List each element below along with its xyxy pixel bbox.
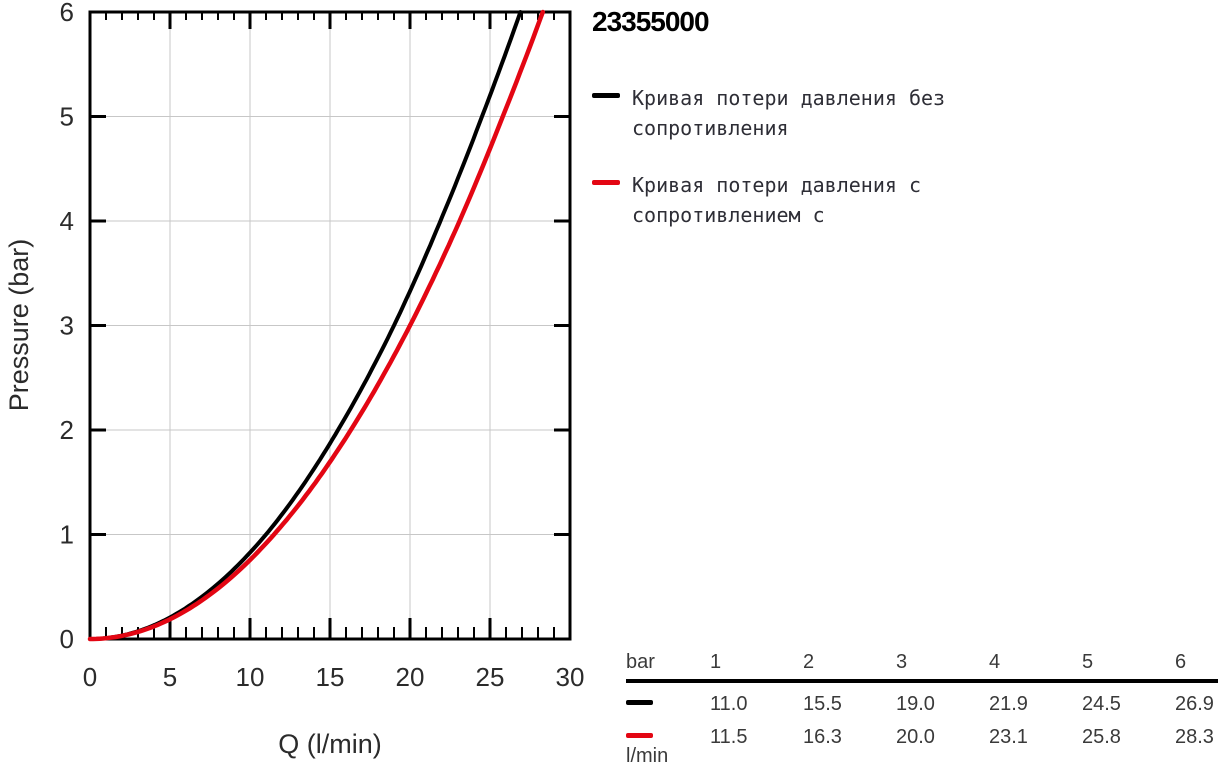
table-cell: 11.0: [710, 693, 748, 715]
y-tick-label: 6: [60, 0, 74, 27]
table-header-bar: bar: [626, 651, 655, 673]
row-swatch-cell: [626, 693, 710, 705]
x-tick-label: 25: [476, 662, 505, 692]
legend-line1: Кривая потери давления с: [632, 173, 921, 197]
legend-label: Кривая потери давления без сопротивления: [632, 83, 945, 143]
red-line-swatch: [592, 180, 620, 185]
y-tick-label: 1: [60, 520, 74, 550]
y-axis-title: Pressure (bar): [4, 239, 34, 412]
y-tick-label: 5: [60, 102, 74, 132]
table-header-cell: 2: [803, 651, 815, 673]
black-line-swatch: [592, 93, 620, 98]
table-header-cell: 3: [896, 651, 908, 673]
black-line-swatch: [626, 700, 653, 705]
table-cell: 28.3: [1175, 726, 1214, 748]
legend-line2: сопротивления: [632, 116, 789, 140]
x-tick-label: 30: [556, 662, 585, 692]
table-header-cell: 5: [1082, 651, 1094, 673]
table-row-black: 11.0 15.5 19.0 21.9 24.5 26.9: [626, 693, 1218, 716]
table-cell: 11.5: [710, 726, 748, 748]
x-tick-label: 10: [236, 662, 265, 692]
table-cell: 23.1: [989, 726, 1028, 748]
table-cell: 25.8: [1082, 726, 1121, 748]
chart-legend: Кривая потери давления без сопротивления …: [592, 83, 1062, 257]
legend-label: Кривая потери давления с сопротивлением с: [632, 170, 921, 230]
table-cell: 15.5: [803, 693, 842, 715]
y-tick-label: 0: [60, 624, 74, 654]
table-row-red: l/min 11.5 16.3 20.0 23.1 25.8 28.3: [626, 726, 1218, 767]
pressure-flow-chart: 0 5 10 15 20 25 30 0 1 2 3 4 5 6 Q (l/min) Pressure (ba…: [4, 0, 585, 759]
y-tick-label: 3: [60, 311, 74, 341]
x-tick-label: 15: [316, 662, 345, 692]
table-cell: 20.0: [896, 726, 935, 748]
y-tick-label: 2: [60, 415, 74, 445]
table-cell: 26.9: [1175, 693, 1214, 715]
unit-label: l/min: [626, 745, 669, 767]
table-header-cell: 6: [1175, 651, 1187, 673]
curve-with-resistance: [87, 9, 546, 642]
product-number: 23355000: [592, 6, 710, 37]
table-header-cell: 1: [710, 651, 722, 673]
legend-line2: сопротивлением с: [632, 203, 825, 227]
table-cell: 21.9: [989, 693, 1028, 715]
legend-item-no-resistance: Кривая потери давления без сопротивления: [592, 83, 1062, 143]
flow-rate-table: bar 1 2 3 4 5 6 11.0 15.5 19.0 21.9 24.5…: [626, 651, 1218, 767]
legend-item-with-resistance: Кривая потери давления с сопротивлением с: [592, 170, 1062, 230]
table-cell: 16.3: [803, 726, 842, 748]
x-tick-label: 0: [83, 662, 97, 692]
table-cell: 24.5: [1082, 693, 1121, 715]
table-header-row: bar 1 2 3 4 5 6: [626, 651, 1218, 683]
table-cell: 19.0: [896, 693, 935, 715]
table-header-cell: 4: [989, 651, 1001, 673]
legend-line1: Кривая потери давления без: [632, 86, 946, 110]
x-tick-label: 5: [163, 662, 177, 692]
x-axis-title: Q (l/min): [278, 729, 382, 759]
x-tick-label: 20: [396, 662, 425, 692]
y-tick-label: 4: [60, 206, 74, 236]
row-swatch-cell: l/min: [626, 726, 710, 767]
red-line-swatch: [626, 733, 653, 738]
